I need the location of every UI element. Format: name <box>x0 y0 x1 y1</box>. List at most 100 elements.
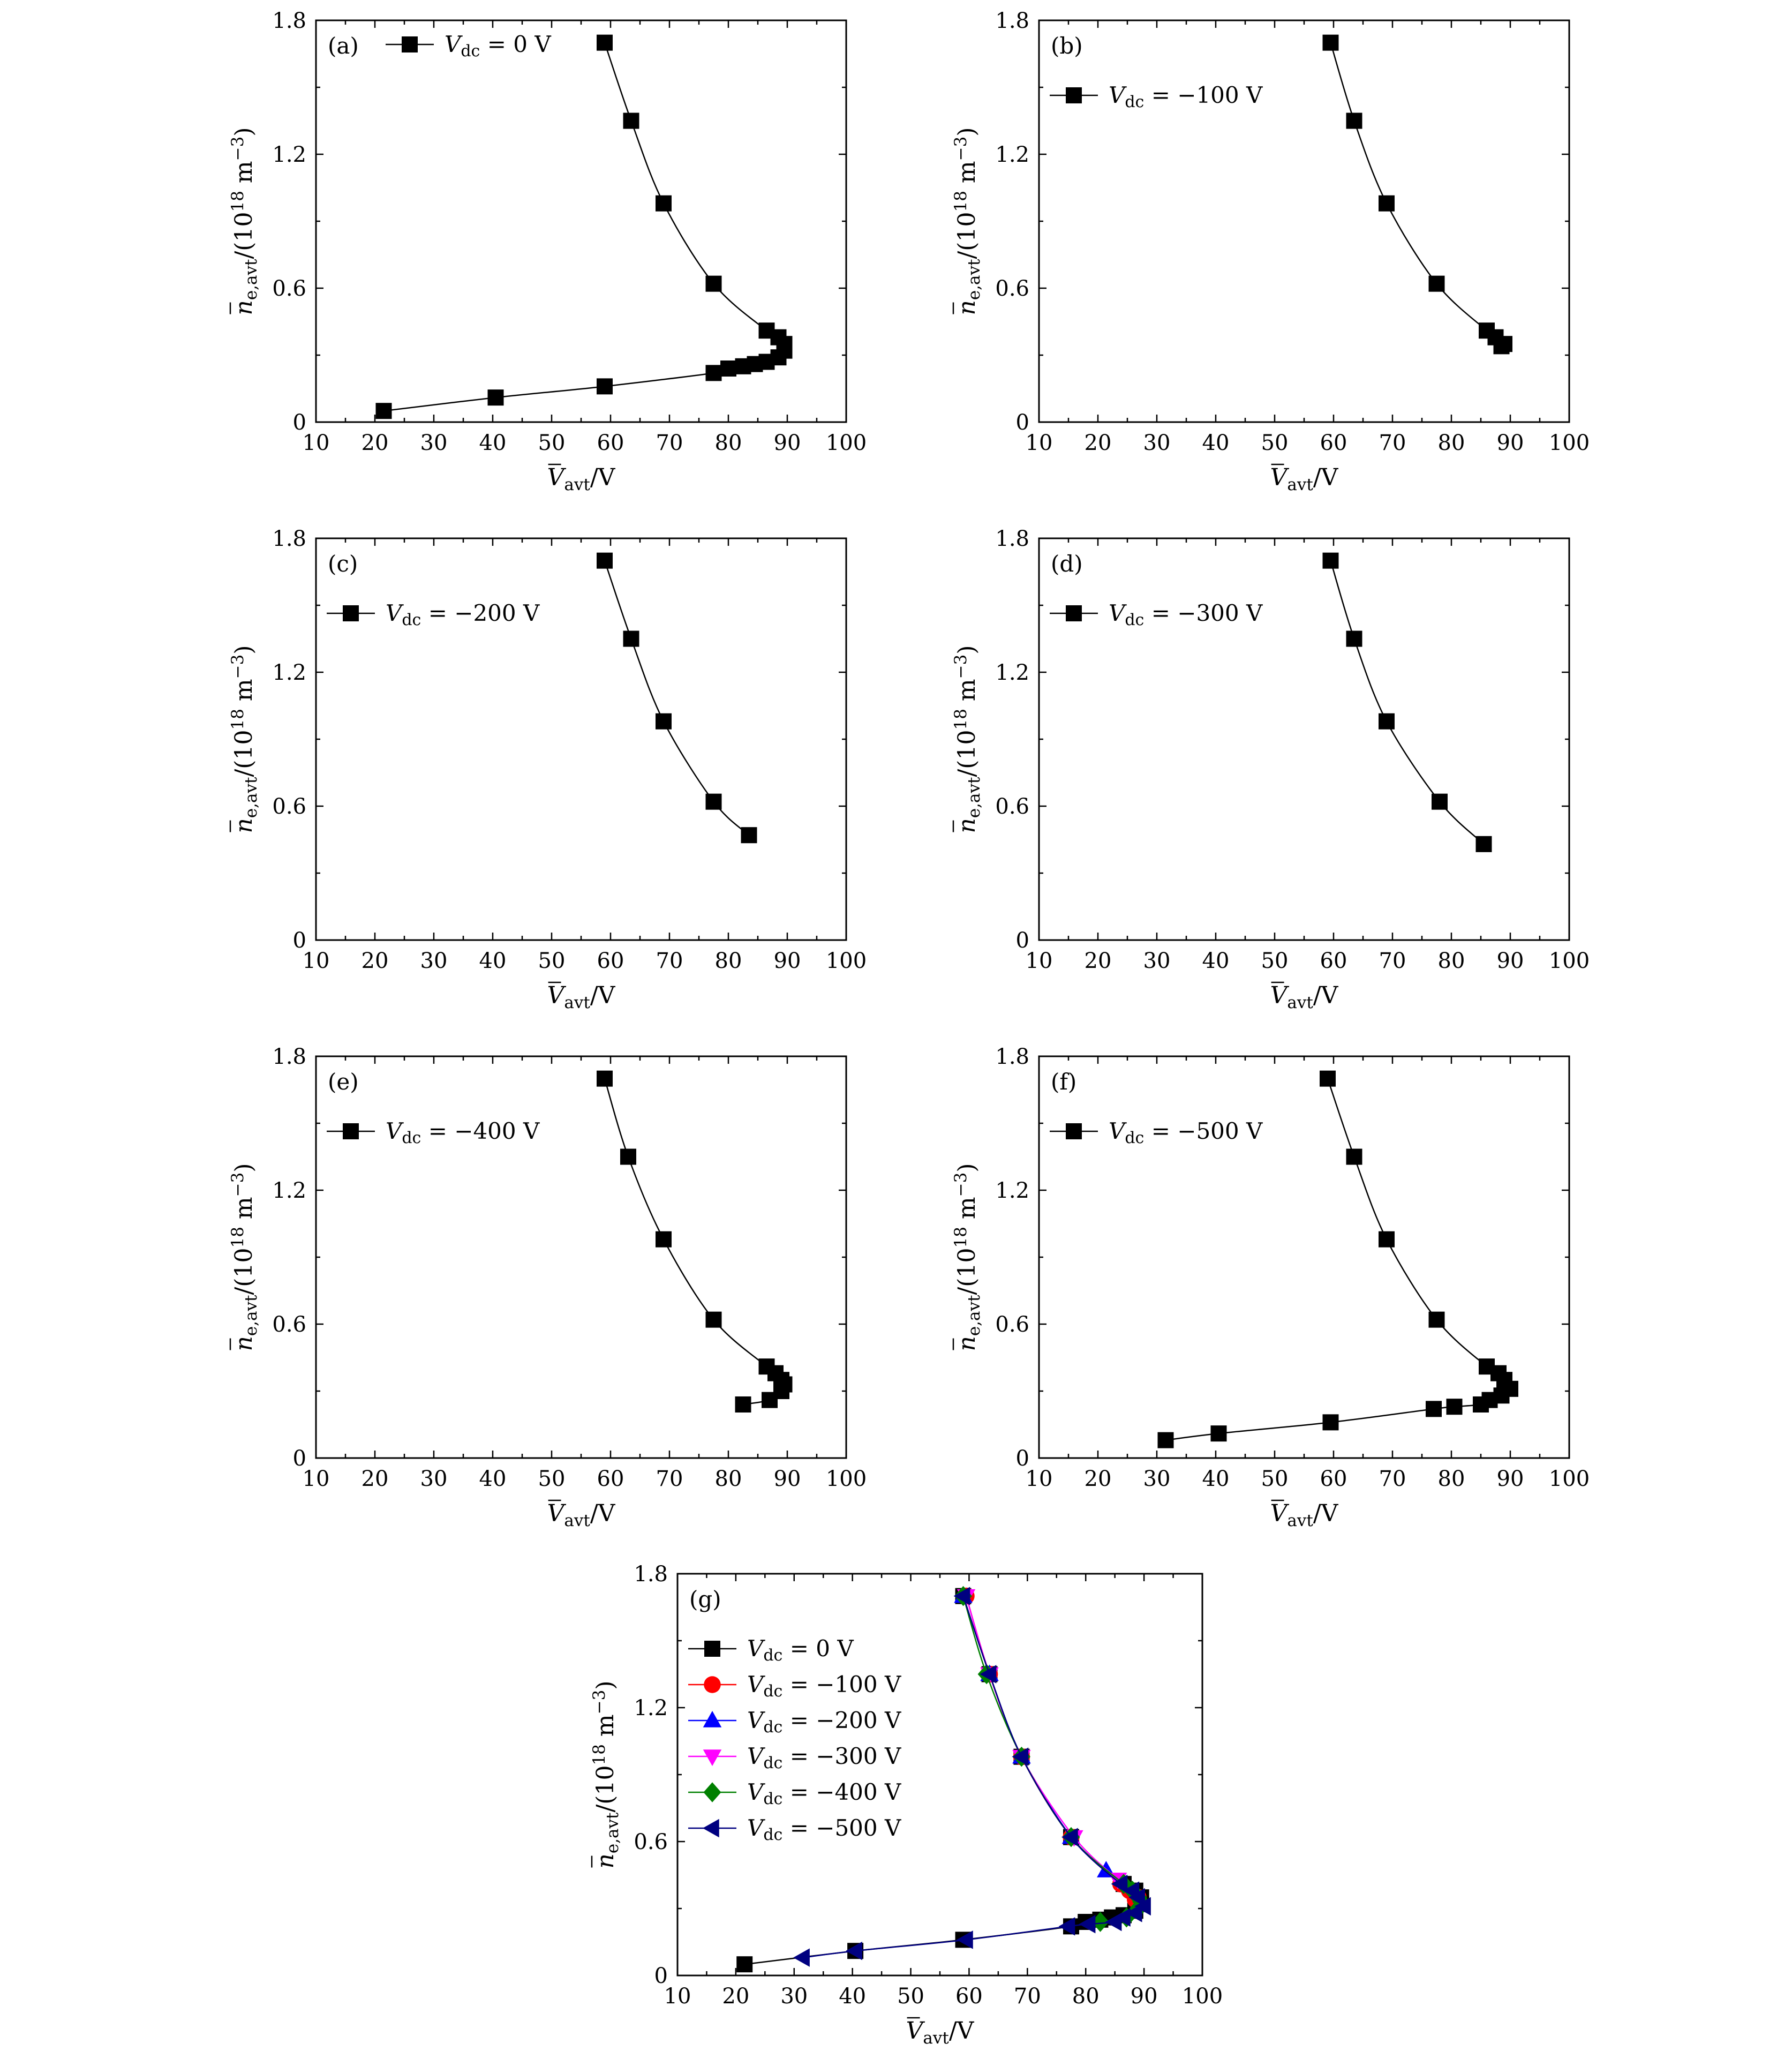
x-tick-label: 30 <box>420 1467 448 1491</box>
panel-label: (a) <box>328 33 359 59</box>
x-tick-label: 10 <box>1026 949 1053 973</box>
x-tick-label: 20 <box>362 431 389 455</box>
x-tick-label: 50 <box>538 949 566 973</box>
y-tick-label: 1.2 <box>995 1178 1029 1203</box>
data-point <box>736 1956 753 1973</box>
y-tick-label: 0 <box>293 928 306 953</box>
y-tick-label: 1.8 <box>272 1045 306 1069</box>
x-tick-label: 30 <box>420 431 448 455</box>
y-axis-label: ne,avt/(1018 m−3) <box>228 645 261 833</box>
data-point <box>1091 1912 1109 1932</box>
series-line <box>1330 560 1485 845</box>
legend-label: Vdc = 0 V <box>445 31 551 61</box>
data-point <box>1012 1747 1029 1766</box>
data-point <box>1210 1425 1227 1442</box>
data-point <box>1322 552 1339 569</box>
y-tick-label: 0.6 <box>272 1312 306 1337</box>
x-axis-label: Vavt/V <box>547 1500 616 1530</box>
data-point <box>597 378 613 395</box>
x-tick-label: 50 <box>538 1467 566 1491</box>
x-tick-label: 20 <box>1085 949 1112 973</box>
x-tick-label: 40 <box>839 1984 866 2009</box>
panel-label: (g) <box>689 1586 721 1612</box>
x-tick-label: 90 <box>1497 1467 1524 1491</box>
data-point <box>793 1948 810 1967</box>
x-tick-label: 60 <box>955 1984 983 2009</box>
panel-label: (f) <box>1051 1069 1076 1095</box>
x-tick-label: 10 <box>303 1467 330 1491</box>
x-tick-label: 30 <box>1143 431 1171 455</box>
legend-marker <box>704 1641 720 1657</box>
x-tick-label: 100 <box>1549 1467 1590 1491</box>
data-point <box>735 1396 751 1413</box>
data-point <box>762 1392 778 1408</box>
data-point <box>1475 836 1492 852</box>
legend: Vdc = −300 V <box>1050 600 1263 629</box>
x-tick-label: 70 <box>1379 1467 1406 1491</box>
data-point <box>1346 630 1362 647</box>
data-point <box>1432 793 1448 810</box>
data-point <box>1446 1399 1463 1415</box>
legend-marker <box>703 1819 719 1838</box>
data-point <box>1105 1912 1122 1932</box>
data-point <box>620 1148 636 1165</box>
legend-label: Vdc = −500 V <box>1109 1118 1263 1147</box>
x-tick-label: 90 <box>774 949 801 973</box>
y-tick-label: 0.6 <box>995 1312 1029 1337</box>
x-tick-label: 20 <box>722 1984 749 2009</box>
x-tick-label: 70 <box>656 949 683 973</box>
data-point <box>1125 1904 1142 1922</box>
x-tick-label: 40 <box>479 1467 507 1491</box>
legend-marker <box>1066 605 1082 621</box>
legend-label: Vdc = −500 V <box>747 1815 901 1844</box>
legend-label: Vdc = 0 V <box>747 1635 854 1665</box>
y-axis-label: ne,avt/(1018 m−3) <box>951 1163 984 1351</box>
data-point <box>1426 1401 1442 1417</box>
y-tick-label: 0 <box>293 410 306 435</box>
data-point <box>846 1941 862 1960</box>
x-tick-label: 80 <box>715 949 742 973</box>
legend-label: Vdc = −100 V <box>747 1671 901 1701</box>
x-tick-label: 80 <box>715 1467 742 1491</box>
x-tick-label: 10 <box>1026 1467 1053 1491</box>
plot-frame <box>315 537 847 941</box>
legend-marker <box>703 1711 722 1727</box>
series-line <box>383 42 786 412</box>
x-tick-label: 50 <box>1261 431 1289 455</box>
y-axis-label: ne,avt/(1018 m−3) <box>590 1680 622 1868</box>
x-tick-label: 70 <box>656 1467 683 1491</box>
series-line <box>962 1596 1107 1872</box>
legend-label: Vdc = −300 V <box>747 1743 901 1772</box>
data-point <box>597 552 613 569</box>
x-tick-label: 90 <box>1131 1984 1158 2009</box>
x-tick-label: 10 <box>303 431 330 455</box>
y-axis-label: ne,avt/(1018 m−3) <box>951 127 984 315</box>
data-point <box>1114 1908 1131 1927</box>
y-tick-label: 1.2 <box>272 142 306 167</box>
panel-label: (d) <box>1051 551 1083 577</box>
legend: Vdc = 0 V <box>386 31 551 61</box>
x-tick-label: 60 <box>597 949 624 973</box>
data-point <box>656 713 672 730</box>
x-tick-label: 90 <box>774 1467 801 1491</box>
x-tick-label: 100 <box>826 1467 867 1491</box>
data-point <box>1061 1828 1078 1846</box>
plot-frame <box>1038 537 1570 941</box>
data-point <box>705 793 722 810</box>
legend-marker <box>1066 87 1082 103</box>
legend: Vdc = 0 V Vdc = −100 V Vdc = −200 V Vdc = −… <box>688 1635 901 1844</box>
x-tick-label: 70 <box>1014 1984 1041 2009</box>
y-tick-label: 1.8 <box>995 1045 1029 1069</box>
data-point <box>1157 1432 1174 1448</box>
x-tick-label: 30 <box>780 1984 808 2009</box>
legend-marker <box>343 1123 359 1139</box>
data-point <box>1379 1231 1395 1248</box>
data-point <box>597 34 613 51</box>
x-tick-label: 10 <box>303 949 330 973</box>
x-tick-label: 20 <box>1085 1467 1112 1491</box>
y-tick-label: 1.8 <box>272 527 306 551</box>
x-tick-label: 100 <box>826 431 867 455</box>
x-tick-label: 80 <box>1438 431 1465 455</box>
x-axis-label: Vavt/V <box>1270 464 1339 494</box>
